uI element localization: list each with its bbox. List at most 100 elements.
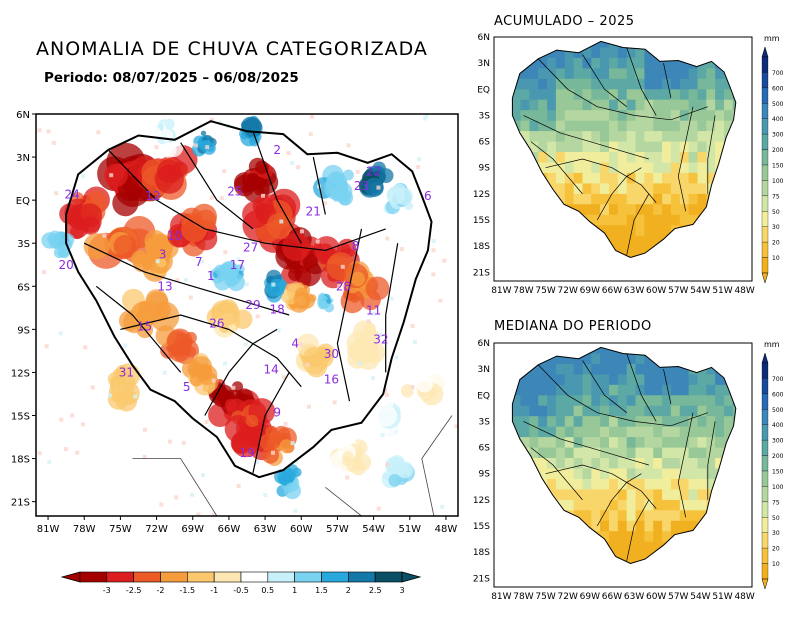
basin-id-label: 26 (209, 317, 224, 331)
colorbar-swatch (761, 439, 769, 456)
lon-tick-label: 48W (734, 592, 754, 602)
lat-tick-label: 21S (11, 498, 30, 509)
sub-basin-boundary (677, 106, 694, 212)
basin-id-label: 5 (183, 380, 191, 394)
basin-id-label: 7 (195, 255, 203, 269)
legend-tick-label: -3 (103, 586, 111, 595)
sub-basin-boundary (252, 372, 290, 474)
colorbar-tick-label: 500 (772, 407, 784, 414)
colorbar-unit: mm (764, 34, 780, 43)
lat-tick-label: 6N (478, 33, 490, 43)
lon-tick-label: 60W (290, 524, 313, 535)
legend-swatch (347, 571, 376, 583)
basin-outline (511, 40, 737, 259)
colorbar-tick-label: 150 (772, 163, 784, 170)
lon-tick-label: 72W (558, 286, 578, 296)
basin-id-label: 12 (145, 189, 160, 203)
lat-tick-label: 12S (473, 190, 490, 200)
period-label: Periodo: 08/07/2025 – 06/08/2025 (44, 70, 299, 86)
basin-outline (65, 120, 433, 479)
colorbar-tick-label: 600 (772, 391, 784, 398)
lat-tick-label: 12S (473, 496, 490, 506)
lon-tick-label: 51W (398, 524, 421, 535)
lon-tick-label: 75W (535, 592, 555, 602)
colorbar-swatch (761, 424, 769, 441)
basin-id-label: 3 (159, 248, 167, 262)
lat-tick-label: 15S (11, 412, 30, 423)
sub-basin-boundary (312, 156, 326, 215)
colorbar-tick-label: 300 (772, 438, 784, 445)
colorbar-tick-label: 400 (772, 422, 784, 429)
legend-swatch (321, 571, 349, 583)
colorbar-arrow-bottom (761, 272, 769, 284)
basin-id-label: 25 (227, 185, 242, 199)
legend-tick-label: 1.5 (315, 586, 328, 595)
colorbar-swatch (761, 547, 769, 564)
lat-tick-label: 6S (17, 282, 30, 293)
sub-basin-boundary (626, 499, 650, 561)
colorbar-swatch (761, 118, 769, 135)
basin-id-label: 13 (157, 279, 172, 293)
legend-tick-label: 3 (399, 586, 404, 595)
sub-basin-boundary (385, 243, 399, 373)
country-border (325, 486, 362, 516)
colorbar-swatch (761, 211, 769, 227)
basin-id-label: 31 (119, 365, 134, 379)
legend-swatch (133, 571, 161, 583)
legend-swatch (240, 571, 269, 583)
colorbar-tick-label: 20 (772, 546, 780, 553)
lon-tick-label: 48W (435, 524, 458, 535)
legend-swatch (267, 571, 295, 583)
anomaly-legend: -3 -2.5 -2 -1.5 -1 -0.5 0.5 1 1.5 2 2.5 3 (60, 571, 422, 595)
lon-tick-label: 57W (668, 592, 688, 602)
colorbar-tick-label: 200 (772, 147, 784, 154)
basin-id-label: 11 (366, 304, 381, 318)
lon-tick-label: 69W (580, 286, 600, 296)
panel-title-median: MEDIANA DO PERIODO (494, 319, 652, 334)
colorbar-swatch (761, 72, 769, 88)
basin-id-label: 8 (352, 239, 360, 253)
sub-basin-boundary (596, 473, 642, 527)
colorbar-tick-label: 30 (772, 530, 780, 537)
basin-id-label: 17 (230, 258, 245, 272)
lon-tick-label: 81W (491, 286, 511, 296)
lat-tick-label: 18S (473, 242, 490, 252)
legend-tick-label: -0.5 (233, 586, 249, 595)
basin-id-label: 14 (263, 363, 278, 377)
lon-tick-label: 60W (646, 592, 666, 602)
lat-tick-label: 6N (478, 339, 490, 349)
colorbar-tick-label: 200 (772, 453, 784, 460)
colorbar-tick-label: 10 (772, 561, 780, 568)
colorbar-arrow-top (761, 46, 769, 58)
colorbar-tick-label: 30 (772, 224, 780, 231)
basin-id-label: 4 (291, 337, 299, 351)
main-map-frame (35, 113, 459, 517)
colorbar-tick-label: 600 (772, 85, 784, 92)
colorbar-tick-label: 400 (772, 116, 784, 123)
lon-tick-label: 63W (254, 524, 277, 535)
legend-tick-label: -2 (157, 586, 165, 595)
colorbar-swatch (761, 226, 769, 243)
colorbar-tick-label: 700 (772, 70, 784, 77)
basin-id-label: 10 (167, 229, 182, 243)
legend-tick-label: -1.5 (179, 586, 195, 595)
lon-tick-label: 51W (712, 592, 732, 602)
lon-tick-label: 81W (37, 524, 60, 535)
colorbar-tick-label: 100 (772, 484, 784, 491)
colorbar-swatch (761, 393, 769, 410)
basin-id-label: 30 (324, 347, 339, 361)
lat-tick-label: 9S (17, 325, 30, 336)
lat-tick-label: 6N (16, 110, 30, 121)
lat-tick-label: 15S (473, 522, 490, 532)
legend-tick-label: -2.5 (126, 586, 142, 595)
sub-basin-boundary (120, 314, 302, 388)
colorbar-arrow-top (761, 352, 769, 364)
lon-tick-label: 72W (558, 592, 578, 602)
lat-tick-label: 3S (17, 239, 30, 250)
sub-basin-boundary (626, 47, 657, 116)
lat-tick-label: 21S (473, 574, 490, 584)
sub-basin-boundary (545, 158, 657, 203)
colorbar-swatch (761, 470, 769, 487)
